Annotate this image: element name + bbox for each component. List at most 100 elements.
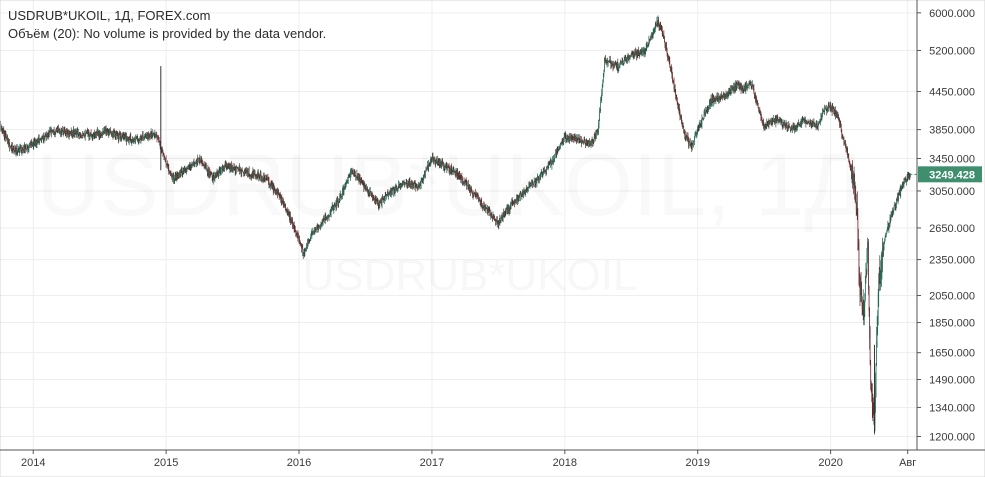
candle-body bbox=[219, 171, 221, 172]
candle-body bbox=[529, 185, 530, 187]
candle-body bbox=[783, 123, 785, 126]
candle-body bbox=[450, 167, 452, 170]
candle-body bbox=[241, 170, 243, 174]
candle-body bbox=[200, 161, 201, 162]
candle-body bbox=[282, 201, 283, 202]
candle-body bbox=[414, 183, 416, 185]
candle-body bbox=[693, 141, 695, 142]
candle-body bbox=[453, 169, 455, 172]
candle-body bbox=[130, 141, 132, 143]
candle-body bbox=[410, 183, 412, 186]
candle-body bbox=[387, 193, 389, 196]
candle-body bbox=[30, 143, 31, 145]
candle-body bbox=[310, 234, 312, 240]
candle-body bbox=[125, 136, 126, 138]
candle-body bbox=[751, 84, 753, 86]
candle-body bbox=[795, 127, 797, 129]
candle-body bbox=[83, 135, 85, 137]
candle-body bbox=[594, 133, 596, 137]
candle-body bbox=[289, 215, 291, 219]
candle-body bbox=[432, 156, 434, 158]
candle-body bbox=[698, 129, 700, 131]
candle-body bbox=[37, 140, 38, 142]
candle-body bbox=[599, 110, 600, 121]
candle-body bbox=[510, 206, 511, 209]
candle-body bbox=[842, 136, 844, 139]
candle-body bbox=[84, 134, 86, 137]
candle-body bbox=[753, 88, 754, 90]
candle-body bbox=[2, 130, 4, 133]
candle-body bbox=[809, 123, 810, 125]
candle-body bbox=[112, 134, 113, 135]
candle-body bbox=[543, 170, 545, 173]
candle-body bbox=[276, 189, 277, 194]
candle-body bbox=[879, 276, 881, 282]
candle-body bbox=[104, 129, 106, 132]
candle-body bbox=[77, 130, 79, 135]
candle-body bbox=[770, 120, 772, 122]
candle-body bbox=[440, 163, 442, 167]
candle-body bbox=[33, 141, 35, 145]
candle-body bbox=[460, 176, 462, 180]
candle-body bbox=[408, 181, 410, 186]
candle-body bbox=[276, 191, 278, 194]
candle-body bbox=[679, 108, 680, 112]
candle-body bbox=[856, 203, 858, 220]
candle-body bbox=[136, 137, 138, 138]
candle-body bbox=[601, 92, 603, 99]
candle-body bbox=[72, 131, 74, 135]
candle-body bbox=[586, 141, 588, 143]
candle-body bbox=[155, 135, 156, 137]
candle-body bbox=[653, 31, 655, 34]
candle-body bbox=[258, 175, 260, 178]
candle-body bbox=[516, 197, 518, 199]
candle-body bbox=[355, 176, 357, 178]
last-value-badge bbox=[918, 166, 982, 183]
candle-body bbox=[776, 117, 778, 120]
candle-body bbox=[362, 180, 364, 183]
candle-body bbox=[293, 225, 294, 228]
candle-body bbox=[88, 134, 90, 137]
candle-body bbox=[729, 89, 731, 93]
candle-body bbox=[178, 176, 179, 178]
candle-body bbox=[177, 173, 178, 176]
candle-body bbox=[475, 195, 477, 197]
candle-body bbox=[130, 136, 132, 142]
candle-body bbox=[339, 197, 341, 200]
candle-body bbox=[668, 56, 670, 60]
candle-body bbox=[147, 135, 148, 139]
candle-body bbox=[523, 191, 525, 194]
candle-body bbox=[148, 133, 149, 138]
candle-body bbox=[502, 214, 504, 220]
candle-body bbox=[269, 184, 270, 185]
candle-body bbox=[630, 53, 632, 56]
candle-body bbox=[497, 223, 499, 225]
candle-body bbox=[881, 266, 882, 273]
candle-body bbox=[781, 122, 783, 126]
candle-body bbox=[499, 219, 501, 222]
candle-body bbox=[391, 188, 393, 195]
candle-body bbox=[524, 191, 526, 194]
candle-body bbox=[672, 75, 673, 81]
candle-body bbox=[284, 204, 286, 207]
candle-body bbox=[367, 190, 369, 193]
candle-body bbox=[659, 26, 660, 29]
candle-body bbox=[8, 142, 10, 145]
candle-body bbox=[818, 122, 820, 124]
candle-body bbox=[537, 176, 539, 177]
candle-body bbox=[386, 194, 388, 196]
candle-body bbox=[10, 145, 12, 150]
candle-body bbox=[607, 62, 608, 63]
candle-body bbox=[900, 187, 902, 189]
candle-body bbox=[897, 196, 898, 201]
candle-body bbox=[478, 200, 480, 201]
candle-body bbox=[411, 183, 412, 185]
candle-body bbox=[696, 134, 697, 136]
candle-body bbox=[744, 86, 746, 89]
candle-body bbox=[886, 230, 888, 234]
candle-body bbox=[83, 135, 84, 136]
candle-body bbox=[661, 29, 663, 31]
candle-body bbox=[656, 20, 658, 26]
candle-body bbox=[735, 84, 737, 90]
candle-body bbox=[150, 132, 152, 136]
